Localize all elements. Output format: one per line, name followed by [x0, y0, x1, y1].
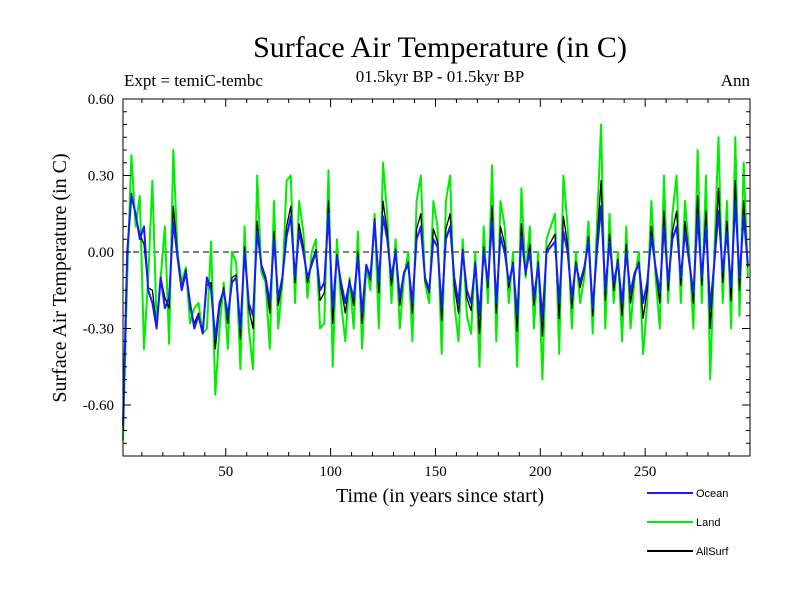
y-axis-label: Surface Air Temperature (in C)	[49, 153, 71, 402]
chart-subtitle: 01.5kyr BP - 01.5kyr BP	[356, 67, 524, 86]
experiment-label: Expt = temiC-tembc	[124, 71, 263, 90]
y-tick-label: 0.30	[88, 169, 114, 185]
x-tick-label: 150	[424, 464, 447, 480]
y-tick-label: -0.30	[83, 322, 114, 338]
period-label: Ann	[721, 71, 751, 90]
x-axis-label: Time (in years since start)	[336, 485, 544, 507]
legend-label-ocean: Ocean	[696, 488, 728, 500]
x-tick-label: 50	[218, 464, 233, 480]
legend-label-allsurf: AllSurf	[696, 546, 729, 558]
y-tick-label: -0.60	[83, 398, 114, 414]
plot-area: 50 100 150 200 250 0.60 0.30 0.00 -0.30 -0.60	[83, 92, 751, 480]
y-tick-label: 0.00	[88, 245, 114, 261]
series-line-ocean	[122, 194, 749, 426]
chart-title: Surface Air Temperature (in C)	[253, 31, 627, 64]
legend: Ocean Land AllSurf	[647, 488, 729, 558]
x-tick-label: 250	[634, 464, 657, 480]
x-tick-label: 100	[319, 464, 342, 480]
legend-label-land: Land	[696, 517, 720, 529]
y-tick-label: 0.60	[88, 92, 114, 108]
series-line-allsurf	[122, 179, 749, 431]
x-tick-label: 200	[529, 464, 552, 480]
series-line-land	[122, 123, 749, 441]
